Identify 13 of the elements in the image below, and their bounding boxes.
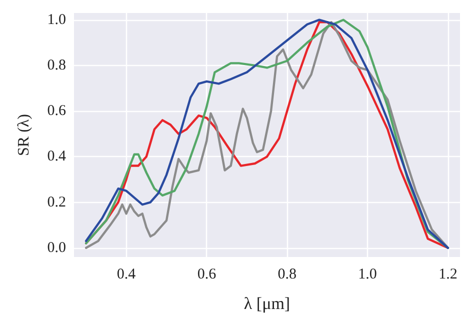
y-tick-label: 0.8 [47,57,66,74]
y-tick-label: 0.2 [47,194,66,210]
y-tick-label: 0.0 [47,240,66,256]
y-tick-label: 1.0 [47,12,66,28]
x-axis-title: λ [μm] [244,294,290,313]
x-tick-label: 1.0 [358,266,377,282]
y-axis-title: SR (λ) [16,114,32,156]
x-tick-label: 0.6 [197,266,217,282]
y-tick-label: 0.4 [47,148,66,165]
x-tick-label: 0.8 [278,266,296,282]
x-tick-label: 0.4 [116,266,136,282]
y-tick-label: 0.6 [47,103,66,120]
x-tick-label: 1.2 [438,266,458,282]
